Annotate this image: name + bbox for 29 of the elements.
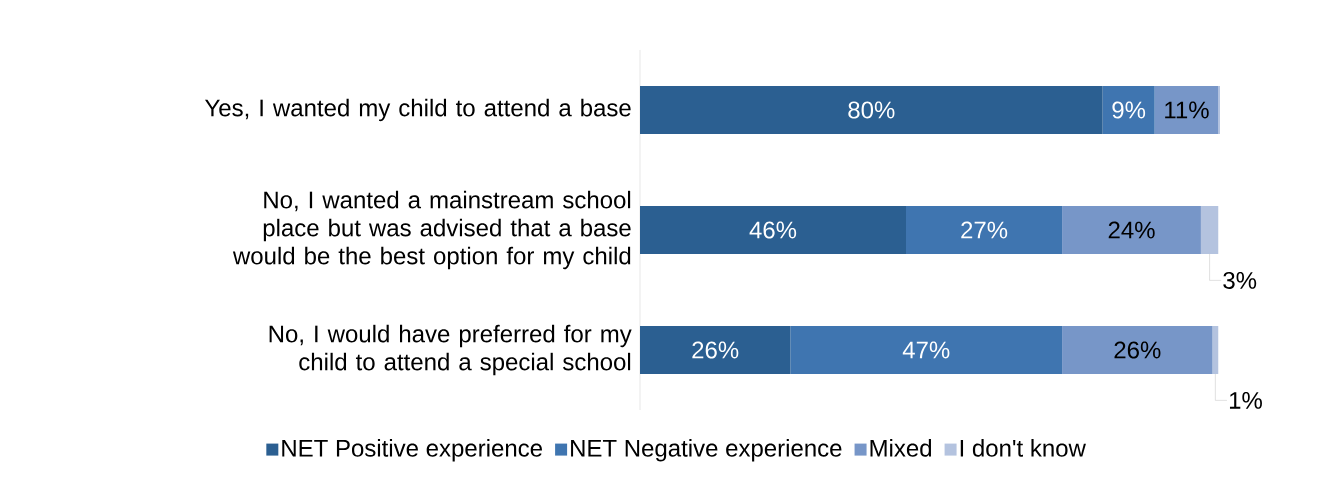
y-tick-label: No, I wanted a mainstream school place but was advised that a base would be the best option for my child [232,190,631,270]
bar [1062,325,1213,374]
bar [1200,205,1219,254]
bar [1154,85,1219,134]
bar [1212,325,1219,374]
legend-label: NET Positive experience [282,439,542,462]
bar [640,205,906,254]
y-tick-label: Yes, I wanted my child to attend a base [204,98,631,122]
bar [906,205,1063,254]
data-label: 1% [1229,391,1262,409]
bar [1062,205,1201,254]
data-label: 80% [848,101,895,119]
data-label: 3% [1223,271,1257,289]
data-label: 26% [692,341,739,359]
data-label: 11% [1165,101,1209,119]
data-label: 9% [1112,101,1146,119]
bar [640,325,791,374]
legend-label: Mixed [870,439,932,457]
data-label: 26% [1114,341,1161,359]
bar [790,325,1063,374]
data-label: 47% [902,341,950,359]
legend-label: NET Negative experience [571,439,842,462]
data-label: 27% [961,221,1008,239]
data-label: 46% [749,221,797,239]
y-tick-label: No, I would have preferred for my child to attend a special school [269,324,632,376]
bar [640,85,1103,134]
data-label: 24% [1108,221,1155,239]
legend-label: I don't know [960,439,1086,457]
bar [1102,85,1155,134]
